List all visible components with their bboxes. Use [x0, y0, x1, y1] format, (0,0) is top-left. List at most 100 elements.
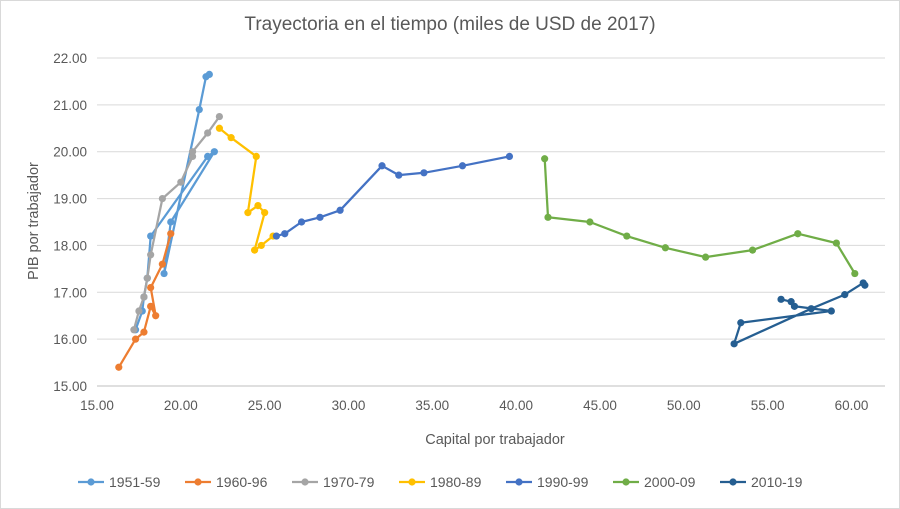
data-point: [147, 251, 155, 259]
x-tick-label: 45.00: [583, 398, 617, 413]
data-point: [748, 246, 757, 254]
data-point: [623, 232, 631, 240]
data-point: [661, 244, 669, 252]
x-tick-label: 20.00: [164, 398, 198, 413]
y-tick-label: 15.00: [53, 379, 87, 394]
data-point: [505, 152, 514, 160]
legend-label: 2010-19: [751, 474, 803, 490]
data-point: [794, 230, 802, 238]
legend: 1951-59 1960-96 1970-79 1980-89 1990-99 2000-…: [78, 474, 803, 490]
data-point: [730, 340, 738, 348]
data-point: [316, 213, 324, 221]
data-point: [787, 298, 795, 306]
data-point: [244, 209, 252, 217]
data-point: [859, 279, 867, 287]
legend-label: 1980-89: [430, 474, 482, 490]
data-point: [541, 155, 549, 163]
y-tick-label: 21.00: [53, 98, 87, 113]
data-point: [586, 218, 594, 226]
data-point: [177, 178, 185, 186]
data-point: [204, 152, 212, 160]
data-point: [702, 253, 710, 261]
plot-area: [115, 70, 869, 371]
data-point: [378, 162, 386, 170]
legend-marker: [194, 478, 202, 486]
legend-label: 1951-59: [109, 474, 161, 490]
x-axis-title: Capital por trabajador: [425, 432, 565, 448]
data-point: [215, 124, 223, 132]
legend-marker: [515, 478, 523, 486]
series-line-1980-89: [218, 127, 274, 252]
data-point: [251, 246, 259, 254]
data-point: [158, 260, 166, 268]
data-point: [261, 209, 269, 217]
data-point: [202, 73, 210, 81]
data-point: [160, 269, 168, 278]
x-tick-label: 60.00: [835, 398, 869, 413]
series-line-1960-96: [117, 233, 172, 368]
data-point: [115, 363, 123, 371]
data-point: [130, 326, 138, 334]
x-tick-label: 40.00: [499, 398, 533, 413]
data-point: [147, 302, 155, 310]
data-point: [254, 202, 262, 210]
data-point: [210, 148, 218, 156]
legend-marker: [408, 478, 416, 486]
y-tick-label: 20.00: [53, 145, 87, 160]
data-point: [832, 239, 840, 247]
data-point: [140, 293, 148, 301]
data-point: [458, 162, 467, 170]
data-point: [227, 134, 235, 142]
data-point: [152, 312, 160, 320]
data-point: [420, 169, 428, 177]
y-tick-label: 17.00: [53, 285, 87, 300]
data-point: [544, 213, 552, 221]
data-point: [336, 206, 344, 214]
legend-label: 1970-79: [323, 474, 375, 490]
data-point: [140, 328, 148, 336]
series-line-1990-99: [276, 155, 510, 238]
data-point: [281, 230, 289, 238]
x-tick-label: 50.00: [667, 398, 701, 413]
x-tick-label: 30.00: [332, 398, 366, 413]
data-point: [147, 284, 155, 292]
data-point: [395, 171, 403, 179]
legend-marker: [87, 478, 95, 486]
data-point: [737, 319, 745, 327]
data-point: [135, 307, 143, 315]
legend-marker: [729, 478, 737, 486]
data-point: [252, 152, 260, 160]
data-point: [147, 232, 155, 240]
data-point: [272, 232, 280, 240]
data-point: [215, 112, 223, 121]
legend-marker: [301, 478, 309, 486]
x-tick-label: 25.00: [248, 398, 282, 413]
y-tick-label: 22.00: [53, 51, 87, 66]
data-point: [158, 194, 166, 203]
series-line-1951-59: [134, 73, 216, 331]
data-point: [204, 129, 212, 137]
data-point: [257, 241, 265, 250]
data-point: [143, 274, 151, 282]
tick-labels: 15.00 16.00 17.00 18.00 19.00 20.00 21.00 22.00…: [53, 51, 868, 413]
legend-label: 1960-96: [216, 474, 268, 490]
chart-title: Trayectoria en el tiempo (miles de USD d…: [244, 14, 656, 35]
data-point: [188, 148, 197, 156]
x-tick-label: 55.00: [751, 398, 785, 413]
data-point: [807, 305, 815, 313]
legend-marker: [622, 478, 630, 486]
y-tick-label: 19.00: [53, 192, 87, 207]
legend-label: 1990-99: [537, 474, 589, 490]
x-tick-label: 15.00: [80, 398, 114, 413]
data-point: [841, 291, 849, 299]
data-point: [195, 105, 203, 114]
y-axis-title: PIB por trabajador: [26, 162, 42, 280]
data-point: [167, 218, 175, 226]
series-line-2000-09: [543, 158, 856, 275]
legend-label: 2000-09: [644, 474, 696, 490]
data-point: [131, 335, 140, 343]
data-point: [297, 218, 306, 226]
y-tick-label: 16.00: [53, 332, 87, 347]
gridlines: [97, 57, 885, 340]
